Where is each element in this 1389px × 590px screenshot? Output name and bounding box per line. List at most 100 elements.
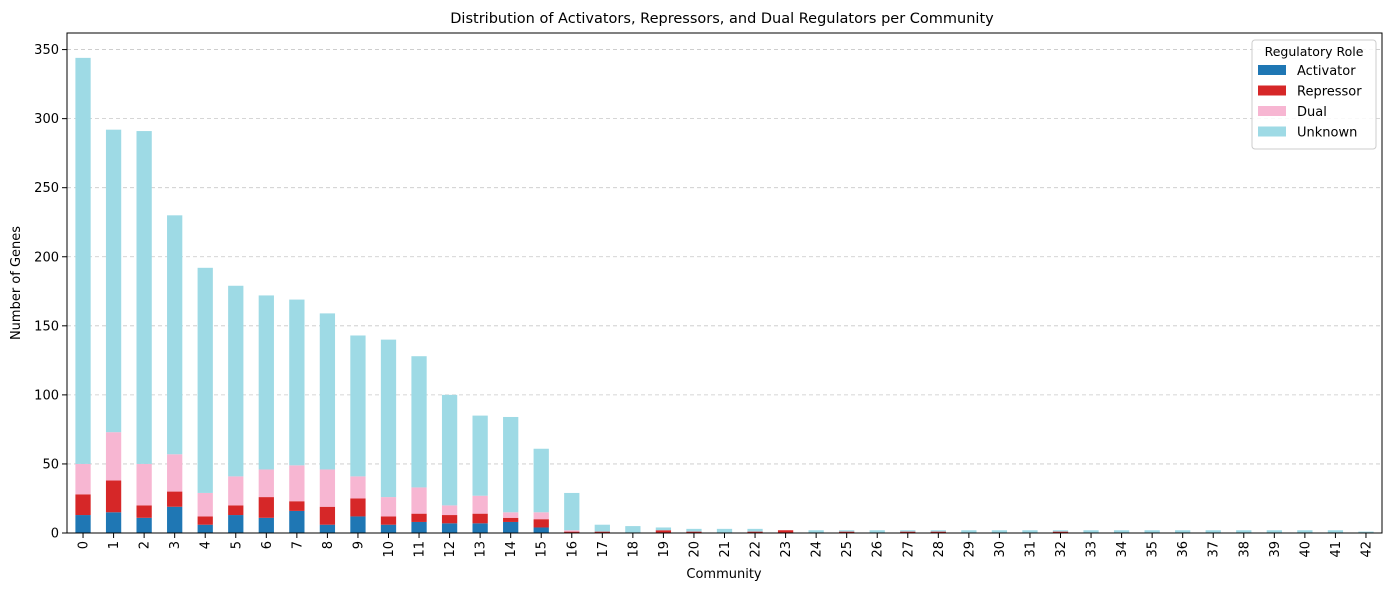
bar-segment-dual (136, 463, 152, 506)
x-tick-label: 35 (1146, 541, 1161, 558)
bar-segment-activator (380, 524, 397, 533)
bar-segment-dual (167, 454, 183, 492)
x-tick-label: 25 (840, 541, 855, 558)
x-tick-label: 31 (1023, 541, 1038, 558)
bar-segment-dual (503, 512, 519, 518)
bar-segment-dual (197, 492, 213, 517)
bar-segment-repressor (380, 516, 397, 525)
y-tick-label: 100 (34, 388, 59, 403)
bar-segment-repressor (167, 491, 183, 507)
x-tick-label: 37 (1207, 541, 1222, 558)
bar-segment-repressor (594, 531, 610, 533)
bar-segment-unknown (1297, 530, 1313, 533)
x-tick-label: 20 (687, 541, 702, 558)
bar-segment-repressor (1052, 531, 1069, 533)
bar-segment-activator (75, 515, 91, 533)
x-tick-label: 10 (382, 541, 397, 558)
bar-segment-repressor (472, 513, 488, 524)
bar-segment-repressor (564, 531, 580, 533)
bar-segment-repressor (197, 516, 213, 525)
bar-segment-activator (533, 527, 549, 533)
bar-segment-repressor (533, 519, 549, 528)
bar-segment-unknown (258, 295, 274, 470)
x-tick-label: 8 (321, 541, 336, 549)
bar-segment-activator (258, 517, 274, 533)
x-axis: 0 1 2 3 4 5 6 7 8 9 10 11 12 13 14 15 16 17 18 19 20 21 22 23 24… (77, 533, 1374, 558)
bar-segment-repressor (228, 505, 244, 516)
bar-segment-activator (289, 510, 305, 533)
bar-segment-dual (319, 469, 336, 507)
y-tick-label: 250 (34, 181, 59, 196)
bars (75, 57, 1374, 533)
bar-segment-dual (411, 487, 427, 514)
bar-segment-unknown (228, 285, 244, 477)
x-tick-label: 9 (351, 541, 366, 549)
y-tick-label: 300 (34, 112, 59, 127)
x-tick-label: 1 (107, 541, 122, 549)
x-tick-label: 16 (565, 541, 580, 558)
bar-segment-activator (167, 506, 183, 533)
bar-segment-repressor (319, 506, 336, 525)
bar-segment-unknown (869, 530, 885, 533)
legend: Regulatory Role Activator Repressor Dual Un… (1251, 39, 1377, 150)
x-tick-label: 15 (535, 541, 550, 558)
bar-segment-dual (533, 512, 549, 520)
bar-segment-unknown (1358, 531, 1374, 533)
bar-segment-repressor (350, 498, 366, 517)
bar-segment-activator (350, 516, 366, 533)
bar-segment-repressor (441, 515, 458, 524)
bar-segment-unknown (747, 528, 763, 532)
x-tick-label: 28 (932, 541, 947, 558)
bar-segment-activator (441, 523, 458, 533)
bar-segment-dual (472, 495, 488, 514)
x-tick-label: 4 (199, 541, 214, 549)
bar-segment-activator (503, 521, 519, 533)
bar-segment-dual (441, 505, 458, 516)
x-tick-label: 41 (1329, 541, 1344, 558)
x-tick-label: 34 (1115, 541, 1130, 558)
x-tick-label: 30 (993, 541, 1008, 558)
bar-segment-activator (197, 524, 213, 533)
bar-segment-repressor (289, 501, 305, 511)
bar-segment-unknown (197, 267, 213, 493)
bar-segment-unknown (75, 57, 91, 464)
bar-segment-unknown (1327, 530, 1344, 533)
chart-title: Distribution of Activators, Repressors, … (450, 11, 994, 27)
bar-segment-unknown (1144, 530, 1160, 533)
bar-segment-unknown (594, 524, 610, 532)
bar-segment-repressor (839, 531, 855, 533)
bar-segment-unknown (319, 313, 336, 470)
bar-segment-repressor (136, 505, 152, 518)
y-tick-label: 150 (34, 319, 59, 334)
y-axis-label: Number of Genes (9, 226, 24, 340)
x-tick-label: 2 (138, 541, 153, 549)
bar-segment-activator (411, 521, 427, 533)
x-tick-label: 22 (749, 541, 764, 558)
bar-segment-unknown (1175, 530, 1191, 533)
x-axis-label: Community (686, 567, 762, 582)
x-tick-label: 38 (1237, 541, 1252, 558)
x-tick-label: 21 (718, 541, 733, 558)
x-tick-label: 23 (779, 541, 794, 558)
bar-segment-repressor (503, 517, 519, 522)
bar-segment-unknown (716, 528, 733, 533)
grid-lines (67, 49, 1382, 465)
legend-swatch-dual (1258, 106, 1286, 116)
bar-segment-unknown (503, 416, 519, 513)
bar-segment-unknown (441, 394, 458, 506)
x-tick-label: 17 (596, 541, 611, 558)
x-tick-label: 32 (1054, 541, 1069, 558)
bar-segment-repressor (75, 494, 91, 516)
bar-segment-unknown (991, 530, 1008, 533)
bar-segment-unknown (472, 415, 488, 496)
bar-segment-unknown (1236, 530, 1252, 533)
bar-segment-dual (350, 476, 366, 499)
bar-segment-unknown (105, 129, 122, 433)
bar-segment-repressor (105, 480, 122, 513)
x-tick-label: 12 (443, 541, 458, 558)
bar-segment-unknown (930, 530, 946, 532)
bar-segment-unknown (655, 527, 672, 531)
x-tick-label: 33 (1085, 541, 1100, 558)
y-tick-label: 50 (42, 457, 59, 472)
x-tick-label: 36 (1176, 541, 1191, 558)
